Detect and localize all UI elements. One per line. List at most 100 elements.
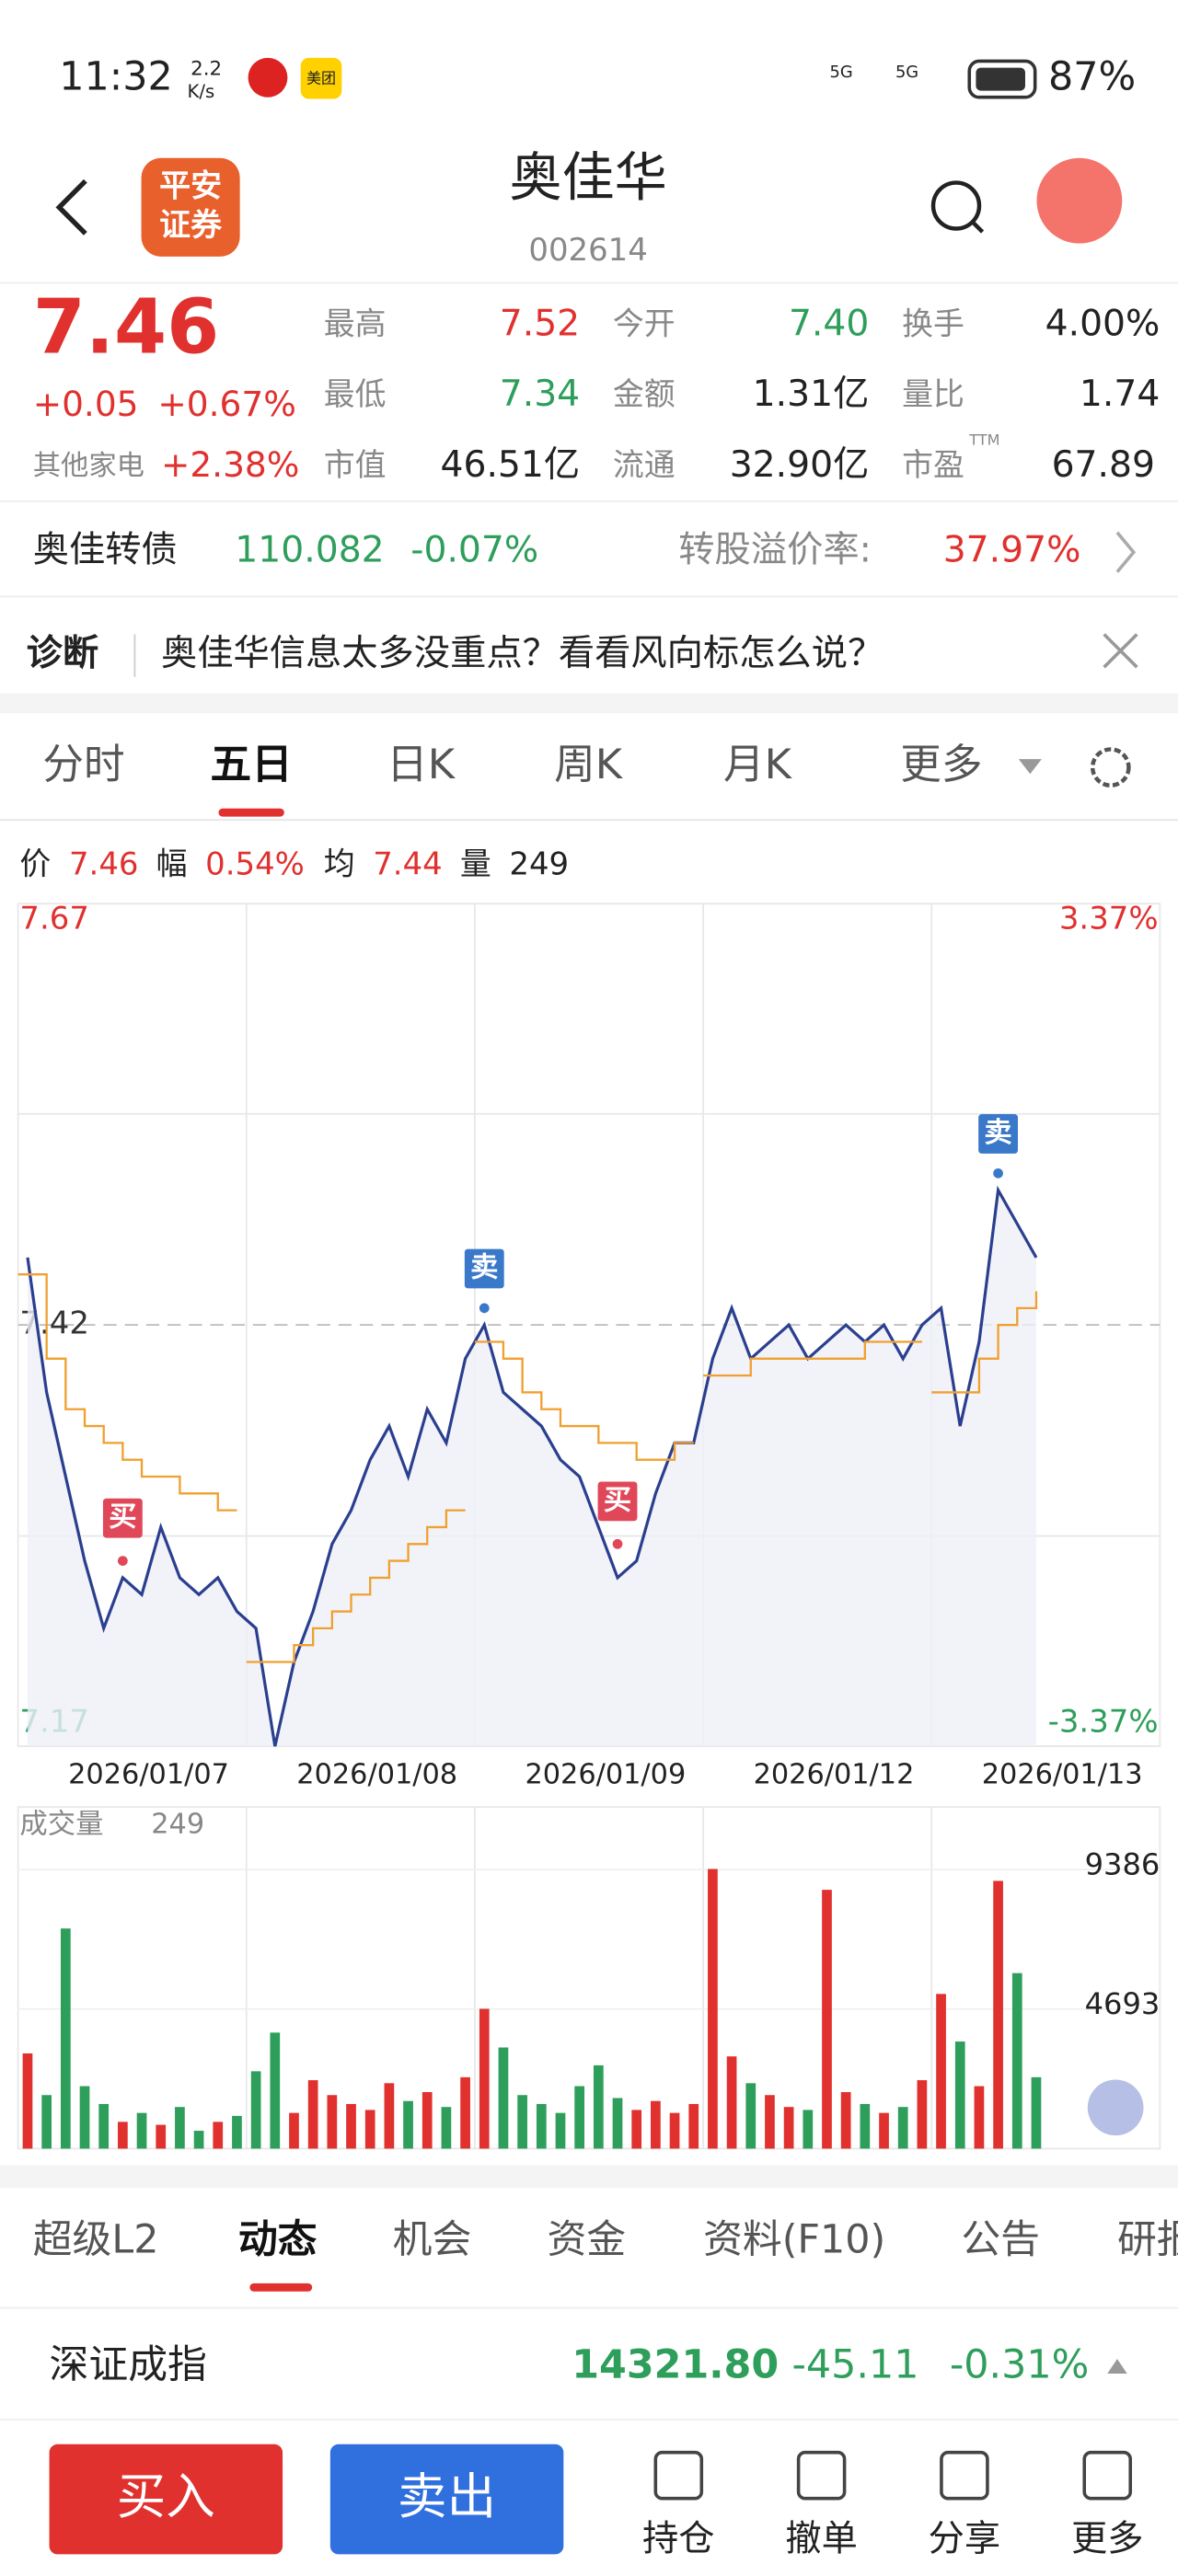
premium: 37.97% bbox=[943, 530, 1081, 571]
signal-label: 买 bbox=[109, 1501, 136, 1534]
back[interactable] bbox=[55, 178, 87, 236]
tool-label[interactable]: 撤单 bbox=[785, 2519, 858, 2560]
chevron[interactable] bbox=[1115, 531, 1137, 573]
volume-bar bbox=[651, 2100, 661, 2149]
title: 奥佳华 bbox=[509, 147, 666, 208]
sector-pct: +2.38% bbox=[161, 444, 299, 485]
stat-label: 市盈 bbox=[902, 447, 964, 483]
volume-bar bbox=[307, 2080, 318, 2149]
signal-label: 买 bbox=[604, 1484, 631, 1516]
change: +0.05 bbox=[33, 384, 139, 424]
volume-bar bbox=[536, 2103, 547, 2149]
tool-label[interactable]: 更多 bbox=[1071, 2519, 1144, 2560]
tool-icon[interactable] bbox=[940, 2450, 989, 2501]
signal-badge bbox=[464, 1248, 504, 1289]
expand[interactable] bbox=[1087, 2079, 1144, 2136]
tab[interactable]: 分时 bbox=[42, 741, 124, 788]
volume-bar bbox=[879, 2112, 889, 2149]
stats: 最高 7.52 今开 7.40 换手 4.00% 最低 7.34 金额 1.31亿 量比 1.74 市值… bbox=[324, 303, 1161, 486]
volume-bar bbox=[860, 2103, 871, 2149]
battery-icon bbox=[967, 59, 1037, 99]
stat-value: 7.40 bbox=[789, 303, 869, 344]
search bbox=[971, 220, 985, 234]
avg-line bbox=[931, 1291, 1038, 1394]
signal-dot bbox=[118, 1556, 128, 1566]
app-icon bbox=[300, 57, 342, 99]
sub-tab[interactable]: 资金 bbox=[547, 2217, 626, 2263]
stat-label: 流通 bbox=[613, 447, 676, 483]
avg-line bbox=[474, 1340, 694, 1461]
volume-bar bbox=[555, 2112, 566, 2149]
tab[interactable]: 月K bbox=[723, 741, 793, 788]
buy-label: 买入 bbox=[117, 2467, 215, 2525]
sub-tab[interactable]: 资料(F10) bbox=[703, 2217, 885, 2263]
diag-label: 诊断 bbox=[27, 633, 99, 674]
tool-icon[interactable] bbox=[796, 2450, 847, 2501]
sub-tab[interactable]: 动态 bbox=[238, 2217, 318, 2263]
logo-text: 平安 bbox=[159, 167, 222, 203]
info-value: 0.54% bbox=[205, 846, 305, 882]
tool-icon[interactable] bbox=[653, 2450, 704, 2501]
stat-label: 换手 bbox=[902, 305, 964, 341]
buy-button[interactable] bbox=[49, 2444, 283, 2555]
close[interactable] bbox=[1103, 633, 1138, 669]
tab-indicator bbox=[218, 808, 284, 817]
tab[interactable]: 周K bbox=[554, 741, 624, 788]
y2-tick-label: 3.37% bbox=[1059, 901, 1159, 937]
sub-tab[interactable]: 公告 bbox=[961, 2217, 1040, 2263]
toolbar: 持仓 撤单 分享 更多 bbox=[642, 2450, 1144, 2560]
sell-button[interactable] bbox=[329, 2444, 564, 2555]
bond-pct: -0.07% bbox=[410, 530, 538, 571]
sub-tab[interactable]: 超级L2 bbox=[33, 2217, 159, 2263]
volume-bar bbox=[22, 2053, 33, 2149]
chart-info: 价 7.46 幅 0.54% 均 7.44 量 249 bbox=[19, 846, 569, 882]
speed: 2.2 bbox=[191, 57, 222, 80]
volume-bar bbox=[98, 2103, 110, 2149]
logo-text: 证券 bbox=[159, 207, 223, 243]
avatar[interactable] bbox=[1036, 157, 1123, 244]
volume-bar bbox=[175, 2107, 185, 2149]
volume-bar bbox=[517, 2095, 527, 2149]
settings[interactable] bbox=[1090, 747, 1131, 788]
avg-line bbox=[246, 1509, 466, 1663]
avg-line bbox=[703, 1340, 922, 1377]
volume-bar bbox=[384, 2083, 395, 2149]
tool-icon[interactable] bbox=[1082, 2450, 1133, 2501]
volume-bar bbox=[327, 2095, 338, 2149]
logo[interactable] bbox=[141, 157, 240, 257]
tab[interactable]: 五日 bbox=[211, 741, 293, 788]
volume-bar bbox=[41, 2095, 52, 2149]
signal-badge bbox=[978, 1114, 1019, 1154]
stat-label: 最低 bbox=[324, 376, 387, 412]
volume-bar bbox=[840, 2092, 851, 2149]
volume-bar bbox=[441, 2107, 452, 2149]
stat-label: 金额 bbox=[613, 376, 676, 412]
tool-label[interactable]: 分享 bbox=[929, 2519, 1001, 2560]
x-tick-label: 2026/01/12 bbox=[754, 1759, 915, 1791]
volume-bar bbox=[917, 2080, 928, 2149]
tool-label[interactable]: 持仓 bbox=[642, 2519, 715, 2560]
tabs: 分时 五日 日K 周K 月K 更多 bbox=[42, 741, 983, 817]
volume-current: 249 bbox=[151, 1808, 204, 1840]
x-tick-label: 2026/01/08 bbox=[296, 1759, 457, 1791]
expand-arrow[interactable] bbox=[1107, 2358, 1127, 2375]
signal-badge bbox=[597, 1481, 638, 1522]
stat-value: 46.51亿 bbox=[440, 444, 580, 486]
tab[interactable]: 更多 bbox=[900, 741, 982, 788]
sub-tab[interactable]: 机会 bbox=[393, 2217, 472, 2263]
volume-bar bbox=[593, 2064, 604, 2149]
volume-bar bbox=[270, 2032, 281, 2149]
stat-value: 4.00% bbox=[1045, 303, 1161, 344]
signal: 5G bbox=[895, 63, 918, 82]
volume-bar bbox=[289, 2112, 299, 2149]
tab[interactable]: 日K bbox=[387, 741, 456, 788]
search[interactable] bbox=[930, 180, 982, 231]
diag-text[interactable]: 奥佳华信息太多没重点？看看风向标怎么说？ bbox=[161, 633, 884, 674]
price-line bbox=[26, 1185, 1038, 1747]
signal-dot bbox=[479, 1303, 490, 1314]
sub-tab[interactable]: 研报 bbox=[1117, 2217, 1178, 2263]
signal: 5G bbox=[830, 63, 853, 82]
time: 11:32 bbox=[59, 54, 172, 100]
